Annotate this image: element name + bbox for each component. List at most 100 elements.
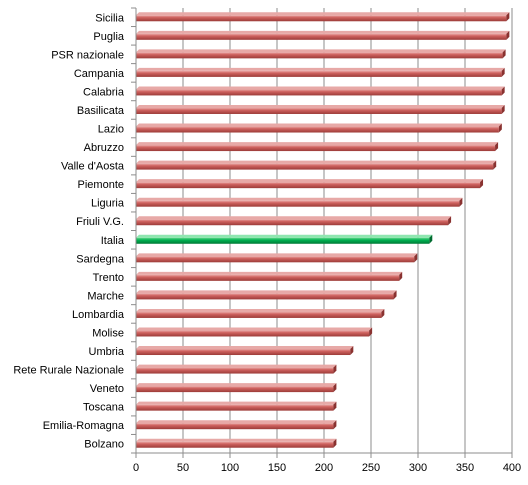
bar-end-face <box>501 86 505 96</box>
axes <box>131 7 513 458</box>
bar-umbria <box>136 346 354 356</box>
bar-emilia-romagna <box>136 420 337 430</box>
category-label: Sardegna <box>76 253 125 265</box>
category-label: Emilia-Romagna <box>43 420 125 432</box>
bar-top-face <box>136 30 510 34</box>
category-label: Lazio <box>98 124 124 136</box>
bar-end-face <box>498 123 502 133</box>
category-label: Toscana <box>83 402 125 414</box>
bar-end-face <box>501 67 505 77</box>
bar-campania <box>136 67 505 77</box>
bar-lombardia <box>136 308 385 318</box>
bar-top-face <box>136 67 505 71</box>
bar-trento <box>136 271 403 281</box>
category-label: Abruzzo <box>84 142 124 154</box>
category-label: Molise <box>92 327 124 339</box>
bar-top-face <box>136 438 337 442</box>
bar-front-face <box>136 163 494 170</box>
x-tick-label-350: 350 <box>456 462 474 474</box>
x-tick-label-400: 400 <box>503 462 521 474</box>
bar-top-face <box>136 160 497 164</box>
bar-valle-d-aosta <box>136 160 497 170</box>
category-label: Friuli V.G. <box>76 216 124 228</box>
bar-end-face <box>459 197 463 207</box>
category-label: Campania <box>74 68 125 80</box>
bar-end-face <box>414 253 418 263</box>
bar-bolzano <box>136 438 337 448</box>
x-tick-label-250: 250 <box>362 462 380 474</box>
bar-front-face <box>136 52 503 59</box>
bar-top-face <box>136 123 502 127</box>
bar-calabria <box>136 86 505 96</box>
bar-front-face <box>136 367 334 374</box>
bar-end-face <box>393 290 397 300</box>
category-label: Trento <box>93 272 124 284</box>
category-label: PSR nazionale <box>51 49 124 61</box>
bar-sardegna <box>136 253 418 263</box>
category-label: Sicilia <box>95 12 125 24</box>
bar-top-face <box>136 86 505 90</box>
category-label: Basilicata <box>77 105 125 117</box>
bar-top-face <box>136 49 506 53</box>
bar-top-face <box>136 364 337 368</box>
bar-end-face <box>381 308 385 318</box>
bar-end-face <box>480 179 484 189</box>
bar-end-face <box>333 364 337 374</box>
bar-top-face <box>136 346 354 350</box>
bar-veneto <box>136 383 337 393</box>
bar-liguria <box>136 197 463 207</box>
bar-front-face <box>136 33 507 40</box>
bar-front-face <box>136 182 481 189</box>
category-label: Rete Rurale Nazionale <box>13 365 124 377</box>
bar-end-face <box>495 142 499 152</box>
bar-marche <box>136 290 397 300</box>
x-tick-label-150: 150 <box>268 462 286 474</box>
bar-end-face <box>448 216 452 226</box>
category-label: Umbria <box>89 346 125 358</box>
bar-front-face <box>136 256 415 263</box>
bar-front-face <box>136 145 496 152</box>
bar-top-face <box>136 308 385 312</box>
bar-top-face <box>136 401 337 405</box>
bar-end-face <box>333 438 337 448</box>
category-labels: Sicilia Puglia PSR nazionale Campania Calabr… <box>13 12 125 450</box>
category-label: Valle d'Aosta <box>61 161 125 173</box>
tick-labels: 0 50 100 150 200 250 300 350 400 <box>133 462 521 474</box>
category-label: Piemonte <box>78 179 124 191</box>
bar-end-face <box>333 383 337 393</box>
bar-piemonte <box>136 179 484 189</box>
x-tick-label-50: 50 <box>177 462 189 474</box>
bar-top-face <box>136 420 337 424</box>
bar-molise <box>136 327 373 337</box>
category-label: Italia <box>101 235 125 247</box>
bar-puglia <box>136 30 510 40</box>
x-tick-label-0: 0 <box>133 462 139 474</box>
bar-italia <box>136 234 433 244</box>
bar-front-face <box>136 107 502 114</box>
bar-top-face <box>136 179 484 183</box>
x-tick-label-200: 200 <box>315 462 333 474</box>
bar-front-face <box>136 274 400 281</box>
category-label: Lombardia <box>72 309 125 321</box>
bar-front-face <box>136 15 507 22</box>
bar-end-face <box>506 30 510 40</box>
bar-top-face <box>136 142 499 146</box>
category-label: Bolzano <box>84 439 124 451</box>
bars <box>136 12 510 448</box>
bar-top-face <box>136 290 397 294</box>
bar-top-face <box>136 383 337 387</box>
bar-front-face <box>136 219 449 226</box>
x-tick-label-300: 300 <box>409 462 427 474</box>
bar-front-face <box>136 441 334 448</box>
category-label: Liguria <box>91 198 125 210</box>
bar-rete-rurale-nazionale <box>136 364 337 374</box>
gridlines <box>182 8 513 453</box>
category-label: Marche <box>87 290 124 302</box>
bar-abruzzo <box>136 142 499 152</box>
bar-end-face <box>506 12 510 22</box>
bar-top-face <box>136 104 505 108</box>
bar-sicilia <box>136 12 510 22</box>
bar-front-face <box>136 404 334 411</box>
bar-friuli-v-g- <box>136 216 452 226</box>
